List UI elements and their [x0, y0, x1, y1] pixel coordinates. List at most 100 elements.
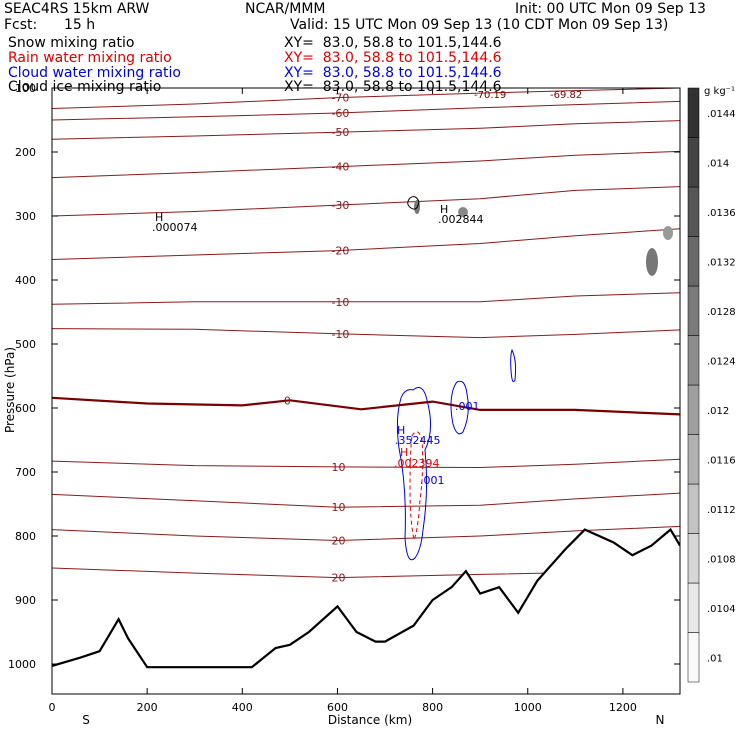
y-tick-label: 300 [15, 210, 36, 223]
x-tick-label: 400 [232, 701, 253, 714]
field-cloud-xy: XY= 83.0, 58.8 to 101.5,144.6 [284, 65, 502, 81]
field-rain-xy: XY= 83.0, 58.8 to 101.5,144.6 [284, 50, 502, 66]
fcst-value: 15 h [64, 17, 96, 33]
terrain-fill [52, 529, 680, 694]
colorbar-segment [687, 285, 700, 336]
field-rain-name: Rain water mixing ratio [8, 50, 172, 66]
y-tick-label: 400 [15, 274, 36, 287]
temperature-contour [52, 525, 680, 542]
colorbar-segment [687, 87, 700, 138]
snow-blob [646, 248, 658, 276]
temperature-contour [52, 458, 680, 469]
x-axis-label: Distance (km) [328, 713, 412, 727]
colorbar-segment [687, 384, 700, 435]
rain-max-value: .002394 [394, 457, 440, 470]
x-tick-label: 800 [422, 701, 443, 714]
temperature-contour-label: 10 [331, 461, 345, 474]
temperature-contour-label: 0 [284, 394, 291, 407]
temperature-contour-label: 20 [331, 572, 345, 585]
temperature-contour-label: 10 [331, 501, 345, 514]
colorbar-segment [687, 137, 700, 188]
field-cloud-name: Cloud water mixing ratio [8, 65, 181, 81]
cloud-water-contour [510, 348, 517, 383]
temperature-contour-label: -10 [331, 328, 349, 341]
y-tick-label: 500 [15, 338, 36, 351]
colorbar-tick-label: .014 [707, 158, 729, 169]
temperature-contour-label: -20 [331, 245, 349, 258]
direction-north: N [656, 713, 665, 727]
ice-max-marker: H [440, 203, 448, 216]
cloud-contour-label: .001 [455, 400, 480, 413]
temperature-contour-label: -70 [331, 92, 349, 105]
temperature-contour-label: -10 [331, 296, 349, 309]
field-snow-name: Snow mixing ratio [8, 35, 135, 51]
colorbar-tick-label: .0112 [707, 505, 736, 516]
snow-max-marker: H [155, 211, 163, 224]
snow-blob [663, 226, 673, 240]
cloud-water-contour [450, 380, 469, 435]
colorbar-segment [687, 582, 700, 633]
colorbar-segment [687, 632, 700, 683]
colorbar-tick-label: .012 [707, 406, 729, 417]
colorbar-tick-label: .0116 [707, 455, 736, 466]
colorbar-tick-label: .0104 [707, 604, 736, 615]
temperature-contour-label: -40 [331, 161, 349, 174]
colorbar-tick-label: .01 [707, 653, 723, 664]
fcst-label: Fcst: [4, 17, 38, 33]
colorbar-segment [687, 186, 700, 237]
temperature-contour [52, 396, 680, 416]
temperature-contour-label: -30 [331, 199, 349, 212]
x-tick-label: 0 [49, 701, 56, 714]
temperature-contour-label: -50 [331, 126, 349, 139]
temperature-contour [52, 100, 680, 121]
model-name: SEAC4RS 15km ARW [4, 1, 150, 17]
y-tick-label: 700 [15, 466, 36, 479]
y-tick-label: 800 [15, 530, 36, 543]
colorbar-tick-label: .0132 [707, 257, 736, 268]
x-tick-label: 600 [327, 701, 348, 714]
field-ice-name: Cloud ice mixing ratio [8, 79, 162, 95]
colorbar-segment [687, 434, 700, 485]
ice-blob [458, 207, 468, 217]
temperature-contour [52, 292, 680, 305]
colorbar-segment [687, 533, 700, 584]
colorbar-tick-label: .0108 [707, 554, 736, 565]
x-tick-label: 1000 [514, 701, 542, 714]
cloud-max-marker: H [397, 424, 405, 437]
temp-contour-label: -69.82 [550, 90, 582, 101]
temperature-contour [52, 150, 680, 179]
init-time: Init: 00 UTC Mon 09 Sep 13 [515, 1, 706, 17]
field-snow-xy: XY= 83.0, 58.8 to 101.5,144.6 [284, 35, 502, 51]
cloud-max-value: .352445 [395, 434, 441, 447]
direction-south: S [82, 713, 90, 727]
rain-water-contour [409, 431, 424, 542]
temp-contour-label: -70.19 [474, 90, 506, 101]
y-axis-label: Pressure (hPa) [3, 347, 17, 433]
colorbar-tick-label: .0128 [707, 307, 736, 318]
x-tick-label: 200 [137, 701, 158, 714]
temperature-contour-label: -60 [331, 107, 349, 120]
x-tick-label: 1200 [609, 701, 637, 714]
cloud-water-contour [396, 387, 431, 561]
colorbar-tick-label: .0136 [707, 208, 736, 219]
temperature-contour [52, 328, 680, 339]
ice-contour [407, 196, 420, 210]
y-tick-label: 200 [15, 146, 36, 159]
y-tick-label: 100 [15, 82, 36, 95]
y-tick-label: 600 [15, 402, 36, 415]
temperature-contour [52, 88, 680, 109]
colorbar-segment [687, 483, 700, 534]
temperature-contour [52, 228, 680, 260]
plot-frame [51, 87, 681, 695]
ice-max-value: .002844 [438, 213, 484, 226]
y-tick-label: 1000 [8, 658, 36, 671]
field-ice-xy: XY= 83.0, 58.8 to 101.5,144.6 [284, 79, 502, 95]
colorbar-segment [687, 236, 700, 287]
colorbar-unit: g kg⁻¹ [704, 86, 735, 97]
valid-time: Valid: 15 UTC Mon 09 Sep 13 (10 CDT Mon … [290, 17, 669, 33]
temperature-contour [52, 120, 680, 140]
center-name: NCAR/MMM [245, 1, 326, 17]
snow-max-value: .000074 [152, 221, 198, 234]
temperature-contour-label: 20 [331, 534, 345, 547]
